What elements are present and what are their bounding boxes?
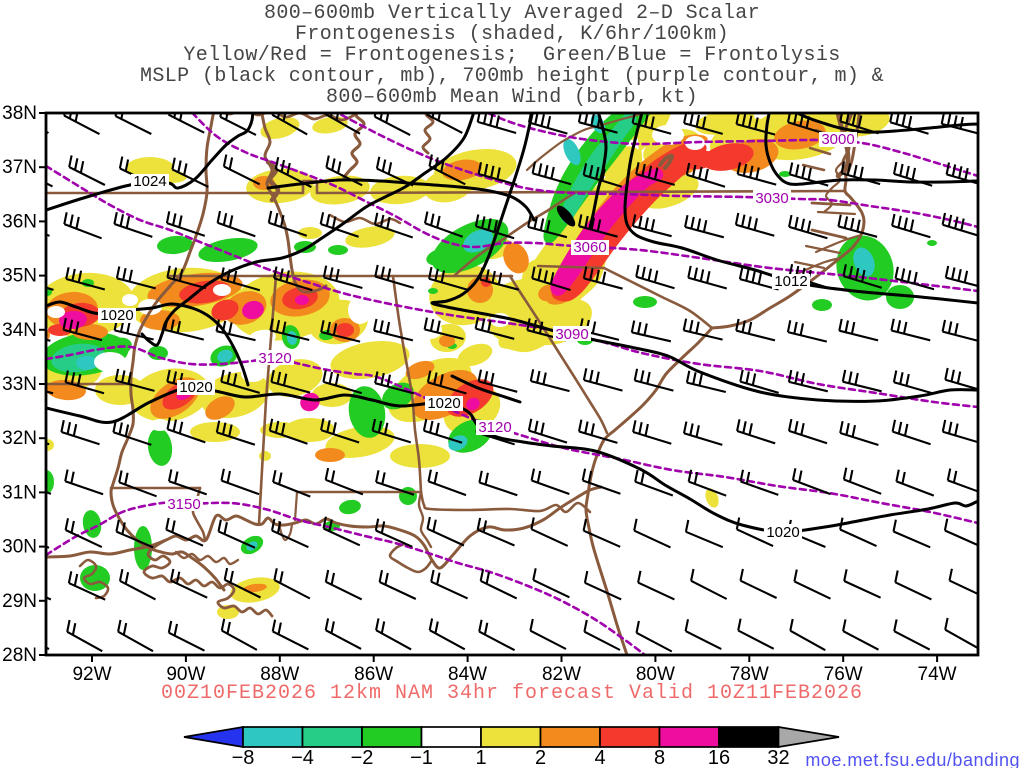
svg-text:MSLP (black contour, mb), 700m: MSLP (black contour, mb), 700mb height (… <box>140 65 884 88</box>
svg-text:1012: 1012 <box>774 273 807 290</box>
svg-text:38N: 38N <box>2 103 37 124</box>
svg-text:78W: 78W <box>730 664 769 685</box>
svg-text:1020: 1020 <box>179 379 212 396</box>
svg-text:30N: 30N <box>2 537 37 558</box>
svg-text:28N: 28N <box>2 645 37 666</box>
svg-text:800–600mb Mean Wind (barb, kt): 800–600mb Mean Wind (barb, kt) <box>326 86 698 109</box>
svg-text:92W: 92W <box>72 664 111 685</box>
svg-text:80W: 80W <box>636 664 675 685</box>
svg-text:2: 2 <box>535 747 546 768</box>
svg-text:00Z10FEB2026 12km NAM 34hr for: 00Z10FEB2026 12km NAM 34hr forecast Vali… <box>161 682 863 705</box>
svg-text:32N: 32N <box>2 428 37 449</box>
svg-text:Yellow/Red = Frontogenesis; G: Yellow/Red = Frontogenesis; Green/Blue =… <box>183 44 840 67</box>
svg-text:35N: 35N <box>2 266 37 287</box>
svg-text:36N: 36N <box>2 211 37 232</box>
svg-text:800–600mb Vertically Averaged: 800–600mb Vertically Averaged 2–D Scalar <box>264 2 760 25</box>
svg-text:−4: −4 <box>291 747 314 768</box>
svg-text:−8: −8 <box>232 747 255 768</box>
svg-text:1020: 1020 <box>100 307 133 324</box>
svg-text:3090: 3090 <box>555 326 588 343</box>
svg-text:82W: 82W <box>542 664 581 685</box>
svg-text:37N: 37N <box>2 157 37 178</box>
svg-text:3120: 3120 <box>258 350 291 367</box>
svg-text:31N: 31N <box>2 482 37 503</box>
svg-text:90W: 90W <box>166 664 205 685</box>
svg-text:1024: 1024 <box>133 173 166 190</box>
svg-text:Frontogenesis (shaded, K/6hr/1: Frontogenesis (shaded, K/6hr/100km) <box>295 23 729 46</box>
svg-text:29N: 29N <box>2 591 37 612</box>
svg-text:34N: 34N <box>2 320 37 341</box>
svg-text:3150: 3150 <box>167 496 200 513</box>
svg-text:84W: 84W <box>448 664 487 685</box>
svg-text:86W: 86W <box>354 664 393 685</box>
svg-text:33N: 33N <box>2 374 37 395</box>
svg-text:74W: 74W <box>918 664 957 685</box>
svg-text:76W: 76W <box>824 664 863 685</box>
svg-text:3120: 3120 <box>478 419 511 436</box>
svg-text:3000: 3000 <box>821 131 854 148</box>
svg-text:32: 32 <box>767 747 789 768</box>
svg-text:3060: 3060 <box>573 239 606 256</box>
svg-text:−2: −2 <box>351 747 374 768</box>
svg-text:1020: 1020 <box>427 395 460 412</box>
svg-text:moe.met.fsu.edu/banding: moe.met.fsu.edu/banding <box>805 750 1020 768</box>
svg-text:4: 4 <box>594 747 605 768</box>
svg-text:3030: 3030 <box>755 190 788 207</box>
svg-text:1020: 1020 <box>766 524 799 541</box>
svg-text:1: 1 <box>475 747 486 768</box>
svg-text:16: 16 <box>708 747 730 768</box>
svg-text:8: 8 <box>654 747 665 768</box>
svg-text:−1: −1 <box>410 747 433 768</box>
svg-text:88W: 88W <box>260 664 299 685</box>
